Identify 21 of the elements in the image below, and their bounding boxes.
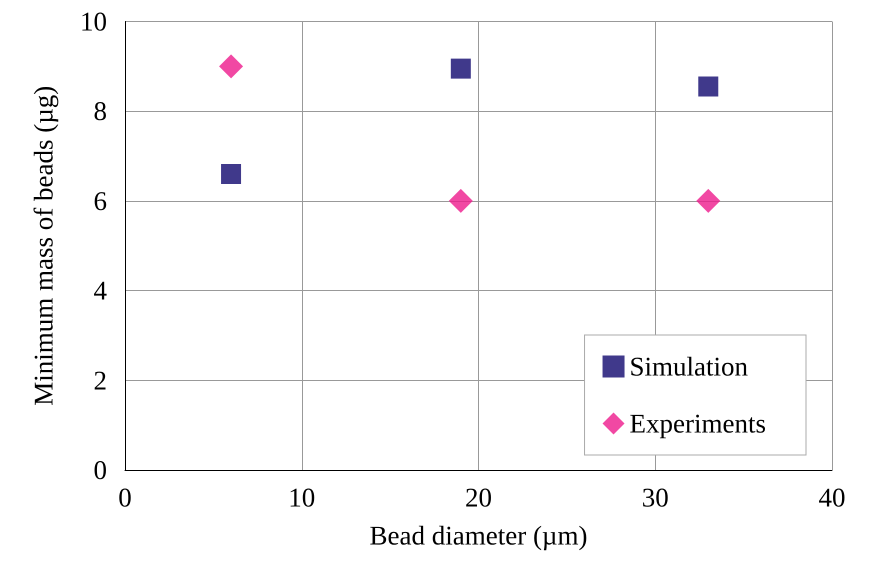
point (698, 76, 718, 97)
y-axis-title: Minimum mass of beads (µg) (28, 86, 58, 406)
y-tick-label: 0 (94, 455, 107, 485)
y-tick-label: 6 (94, 186, 107, 216)
point (448, 188, 473, 213)
point (219, 54, 244, 78)
legend-label: Experiments (630, 408, 766, 438)
x-tick-label: 0 (118, 482, 132, 512)
point (221, 164, 242, 184)
point (450, 58, 471, 79)
x-axis-title: Bead diameter (µm) (370, 520, 588, 550)
y-tick-label: 10 (80, 6, 107, 36)
legend-label: Simulation (630, 352, 749, 382)
y-tick-label: 4 (94, 276, 108, 306)
x-tick-label: 40 (818, 482, 846, 512)
x-tick-label: 20 (465, 482, 492, 512)
x-tick-label: 30 (642, 482, 669, 512)
x-tick-label: 10 (288, 482, 316, 512)
y-tick-label: 8 (94, 96, 107, 126)
point (696, 188, 720, 213)
y-tick-label: 2 (94, 365, 107, 396)
